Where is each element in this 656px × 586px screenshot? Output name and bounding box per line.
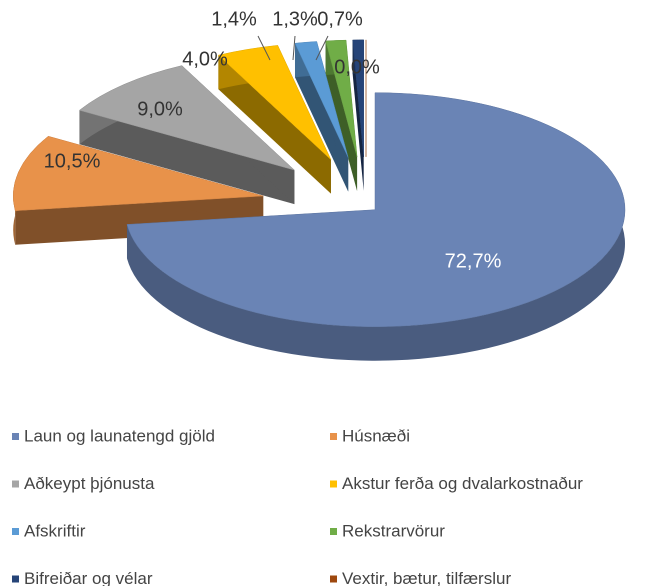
data-label: 0,7% [317, 8, 363, 30]
legend-swatch [12, 480, 19, 488]
data-label: 9,0% [137, 98, 183, 120]
data-label: 1,3% [272, 8, 318, 30]
slice [13, 135, 264, 211]
slice [126, 92, 626, 327]
data-label: 10,5% [44, 150, 101, 172]
leader-line [292, 35, 296, 61]
legend-swatch [12, 528, 19, 535]
legend-swatch [330, 528, 337, 535]
slice [78, 65, 295, 171]
legend-label: Bifreiðar og vélar [24, 569, 153, 586]
slice [126, 92, 626, 361]
slice [325, 39, 358, 192]
data-label: 0,0% [334, 56, 380, 78]
legend-label: Afskriftir [24, 521, 86, 540]
slice-wall [352, 39, 364, 191]
legend-swatch [330, 433, 337, 440]
legend-label: Húsnæði [342, 426, 410, 445]
slice-wall [294, 43, 349, 192]
leader-line [315, 35, 329, 61]
leader-line [257, 35, 271, 61]
data-label: 72,7% [445, 250, 502, 272]
slice [294, 41, 349, 158]
slice [352, 39, 364, 191]
legend-label: Aðkeypt þjónusta [24, 474, 155, 493]
slice-wall [79, 110, 295, 205]
slice-wall [325, 40, 358, 192]
legend-swatch [12, 575, 19, 583]
legend-label: Vextir, bætur, tilfærslur [342, 569, 511, 586]
slice [13, 135, 264, 245]
legend-swatch [330, 575, 337, 583]
legend-swatch [330, 480, 337, 488]
slice [78, 65, 295, 205]
legend-label: Akstur ferða og dvalarkostnaður [342, 474, 583, 493]
slice [352, 39, 364, 157]
legend-label: Laun og launatengd gjöld [24, 426, 215, 445]
data-label: 1,4% [211, 8, 257, 30]
legend-label: Rekstrarvörur [342, 521, 445, 540]
slice [294, 41, 349, 192]
slice-wall [218, 55, 331, 194]
data-label: 4,0% [182, 48, 228, 70]
slice [217, 45, 332, 194]
slice [217, 45, 332, 160]
legend-swatch [12, 433, 19, 440]
